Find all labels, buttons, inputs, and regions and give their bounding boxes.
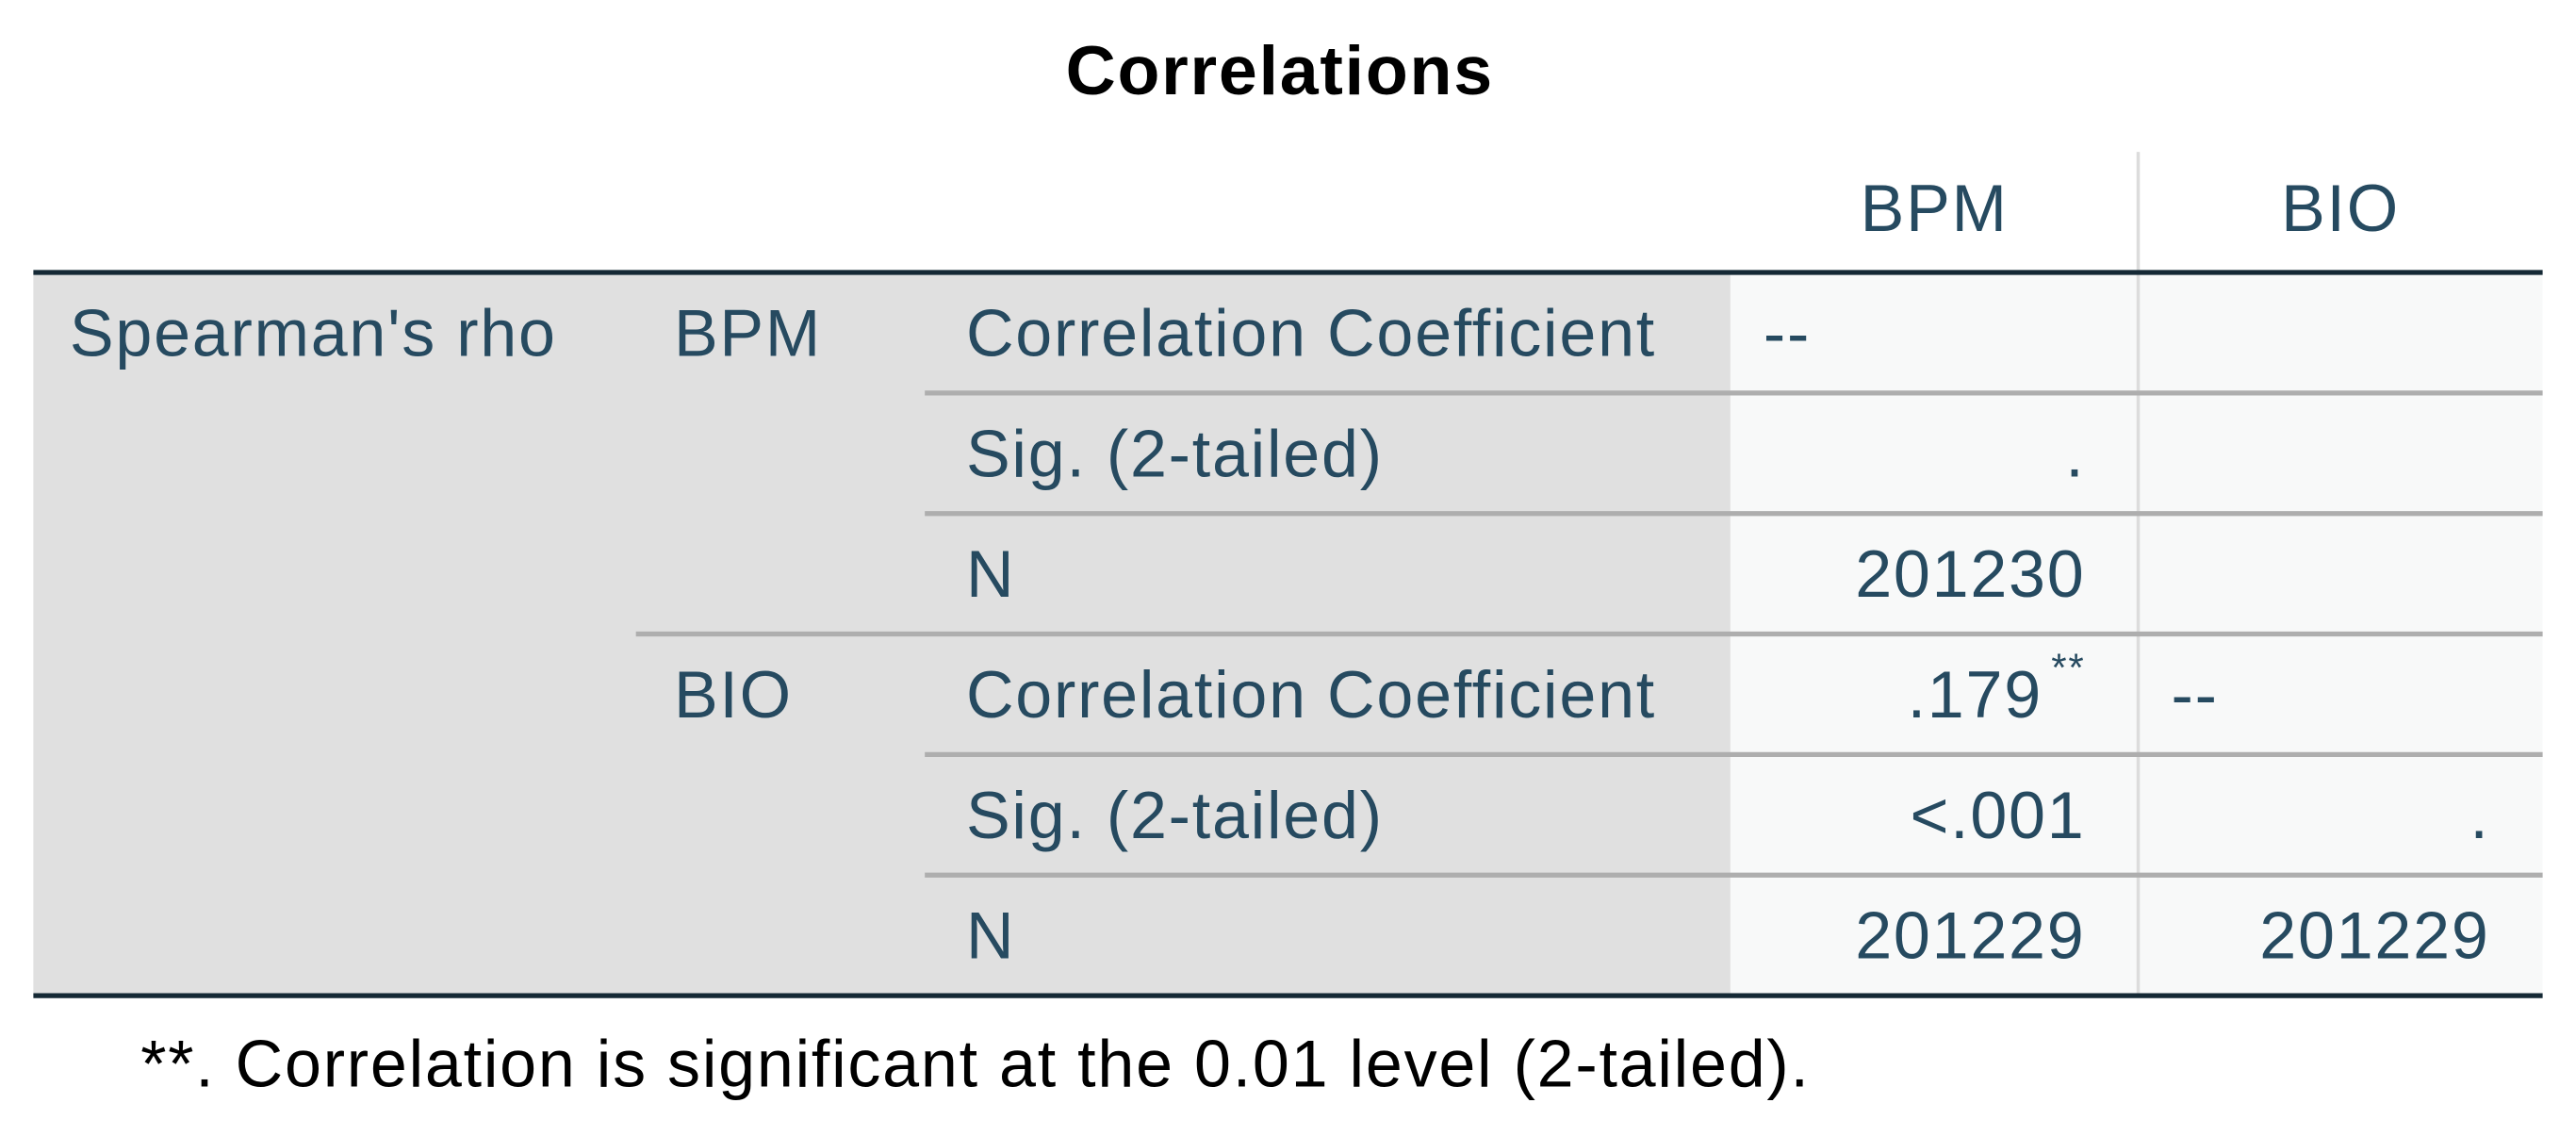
stat-label: N [966, 537, 1015, 611]
cell-superscript: ** [2051, 645, 2085, 689]
column-header: BIO [2281, 172, 2400, 245]
stat-label: Correlation Coefficient [966, 296, 1656, 370]
cell-value: -- [2172, 658, 2219, 732]
stat-label: Correlation Coefficient [966, 658, 1656, 732]
stat-label: Sig. (2-tailed) [966, 417, 1384, 490]
cell-value: . [2469, 779, 2489, 852]
group-label: BPM [674, 296, 822, 370]
stat-label: N [966, 899, 1015, 973]
cell-value: 201229 [2259, 899, 2489, 973]
footnote: **. Correlation is significant at the 0.… [140, 1027, 1810, 1100]
column-header: BPM [1861, 172, 2009, 245]
table-title: Correlations [1066, 31, 1494, 109]
cell-value: <.001 [1910, 779, 2085, 852]
cell-value: -- [1764, 296, 1811, 370]
method-label: Spearman's rho [70, 296, 557, 370]
cell-value: .179 [1908, 658, 2043, 732]
group-label: BIO [674, 658, 793, 732]
stat-label: Sig. (2-tailed) [966, 779, 1384, 852]
cell-value: 201230 [1855, 537, 2085, 611]
cell-value: 201229 [1855, 899, 2085, 973]
cell-value: . [2065, 417, 2085, 490]
